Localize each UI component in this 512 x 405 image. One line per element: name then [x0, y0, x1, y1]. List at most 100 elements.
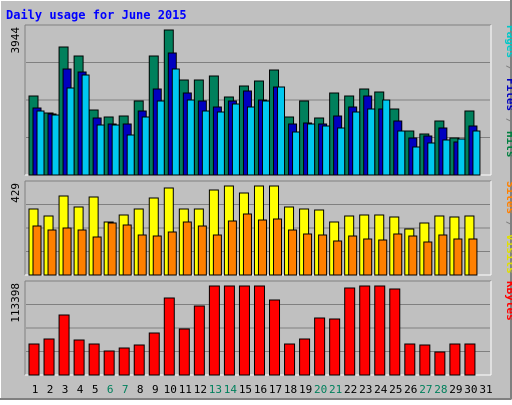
bar-pages-day-27	[427, 142, 436, 176]
bar-pages-day-26	[412, 146, 421, 176]
bar-pages-day-14	[231, 103, 240, 176]
bar-pages-day-23	[367, 108, 376, 176]
bar-pages-day-1	[36, 110, 45, 176]
panel-bottom: 113398 KBytes	[9, 280, 512, 376]
x-tick-label: 29	[449, 383, 462, 396]
bar-sites-day-3	[62, 227, 72, 276]
bar-sites-day-15	[242, 213, 252, 276]
bar-kbytes-day-16	[253, 285, 265, 376]
bar-kbytes-day-7	[118, 347, 130, 376]
bar-pages-day-13	[216, 111, 225, 176]
bar-pages-day-22	[352, 111, 361, 176]
x-tick-label: 12	[194, 383, 207, 396]
bar-sites-day-2	[47, 229, 57, 276]
x-tick-label: 9	[152, 383, 159, 396]
bar-sites-day-5	[92, 236, 102, 276]
x-tick-label: 23	[359, 383, 372, 396]
bar-sites-day-17	[273, 218, 283, 276]
bar-pages-day-10	[171, 68, 180, 176]
bar-kbytes-day-22	[344, 287, 356, 376]
bar-kbytes-day-11	[178, 328, 190, 376]
bar-pages-day-15	[246, 106, 255, 176]
bar-pages-day-9	[156, 100, 165, 176]
x-tick-label: 2	[47, 383, 54, 396]
bar-sites-day-29	[453, 238, 463, 276]
series-pages	[36, 68, 481, 176]
series-sites	[32, 213, 478, 276]
x-tick-label: 18	[284, 383, 297, 396]
legend-sites: Sites	[504, 181, 512, 214]
bar-sites-day-14	[227, 220, 237, 276]
bar-kbytes-day-8	[133, 344, 145, 376]
chart-panels: 3944 Pages / Files / Hits 429 Sites / Visit…	[9, 24, 512, 376]
x-tick-label: 26	[404, 383, 417, 396]
bar-kbytes-day-2	[43, 338, 55, 376]
x-tick-label: 25	[389, 383, 402, 396]
bar-kbytes-day-21	[329, 318, 341, 376]
x-tick-label: 31	[479, 383, 492, 396]
bar-kbytes-day-6	[103, 350, 115, 376]
x-tick-label: 6	[107, 383, 114, 396]
legend: KBytes	[504, 281, 512, 321]
x-tick-label: 22	[344, 383, 357, 396]
series-kbytes	[28, 285, 476, 376]
bar-kbytes-day-3	[58, 314, 70, 376]
legend: Pages / Files / Hits	[504, 25, 512, 158]
y-max-label: 3944	[9, 27, 22, 54]
x-axis-day-labels: 1 2 3 4 5 6 7 8 9 10 11 12 13 14 15 16 17 18 19 20 21 22 23 24 2…	[32, 383, 493, 396]
bar-kbytes-day-29	[449, 343, 461, 376]
bar-pages-day-16	[261, 100, 270, 176]
bar-kbytes-day-15	[238, 285, 250, 376]
bar-pages-day-11	[186, 99, 195, 176]
chart-title: Daily usage for June 2015	[6, 8, 187, 22]
y-max-label: 429	[9, 183, 22, 203]
legend-pages: Pages	[504, 25, 512, 58]
bar-sites-day-28	[438, 234, 448, 276]
bar-pages-day-4	[81, 74, 90, 176]
bar-sites-day-7	[122, 224, 132, 276]
bar-pages-day-21	[337, 127, 346, 176]
bar-pages-day-17	[277, 86, 286, 176]
bar-sites-day-22	[348, 235, 358, 276]
legend-files: Files	[504, 78, 512, 111]
bar-kbytes-day-12	[193, 305, 205, 376]
x-tick-label: 3	[62, 383, 69, 396]
bar-kbytes-day-25	[389, 288, 401, 376]
bar-pages-day-30	[472, 130, 481, 176]
bar-pages-day-12	[201, 110, 210, 176]
bar-pages-day-2	[51, 114, 60, 176]
x-tick-label: 17	[269, 383, 282, 396]
bar-kbytes-day-23	[359, 285, 371, 376]
legend-separator: /	[504, 214, 512, 234]
x-tick-label: 16	[254, 383, 267, 396]
legend-kbytes: KBytes	[504, 281, 512, 321]
x-tick-label: 27	[419, 383, 432, 396]
bar-kbytes-day-9	[148, 332, 160, 376]
bar-sites-day-25	[393, 233, 403, 276]
x-tick-label: 11	[179, 383, 192, 396]
x-tick-label: 28	[434, 383, 447, 396]
bar-kbytes-day-26	[404, 343, 416, 376]
bar-pages-day-24	[382, 99, 391, 176]
x-tick-label: 19	[299, 383, 312, 396]
bar-sites-day-11	[182, 221, 192, 276]
x-tick-label: 5	[92, 383, 99, 396]
bar-pages-day-18	[292, 131, 301, 176]
bar-pages-day-28	[442, 139, 451, 176]
bar-pages-day-25	[397, 130, 406, 176]
x-tick-label: 13	[209, 383, 222, 396]
x-tick-label: 24	[374, 383, 388, 396]
bar-sites-day-21	[333, 240, 343, 276]
bar-kbytes-day-14	[223, 285, 235, 376]
panel-middle: 429 Sites / Visits	[9, 180, 512, 276]
bar-kbytes-day-1	[28, 343, 40, 376]
bar-sites-day-12	[197, 225, 207, 276]
x-tick-label: 21	[329, 383, 342, 396]
legend: Sites / Visits	[504, 181, 512, 274]
bar-kbytes-day-19	[299, 338, 311, 376]
bar-kbytes-day-28	[434, 351, 446, 376]
bar-pages-day-29	[457, 138, 466, 176]
bar-pages-day-6	[111, 124, 120, 176]
bar-kbytes-day-4	[73, 339, 85, 376]
